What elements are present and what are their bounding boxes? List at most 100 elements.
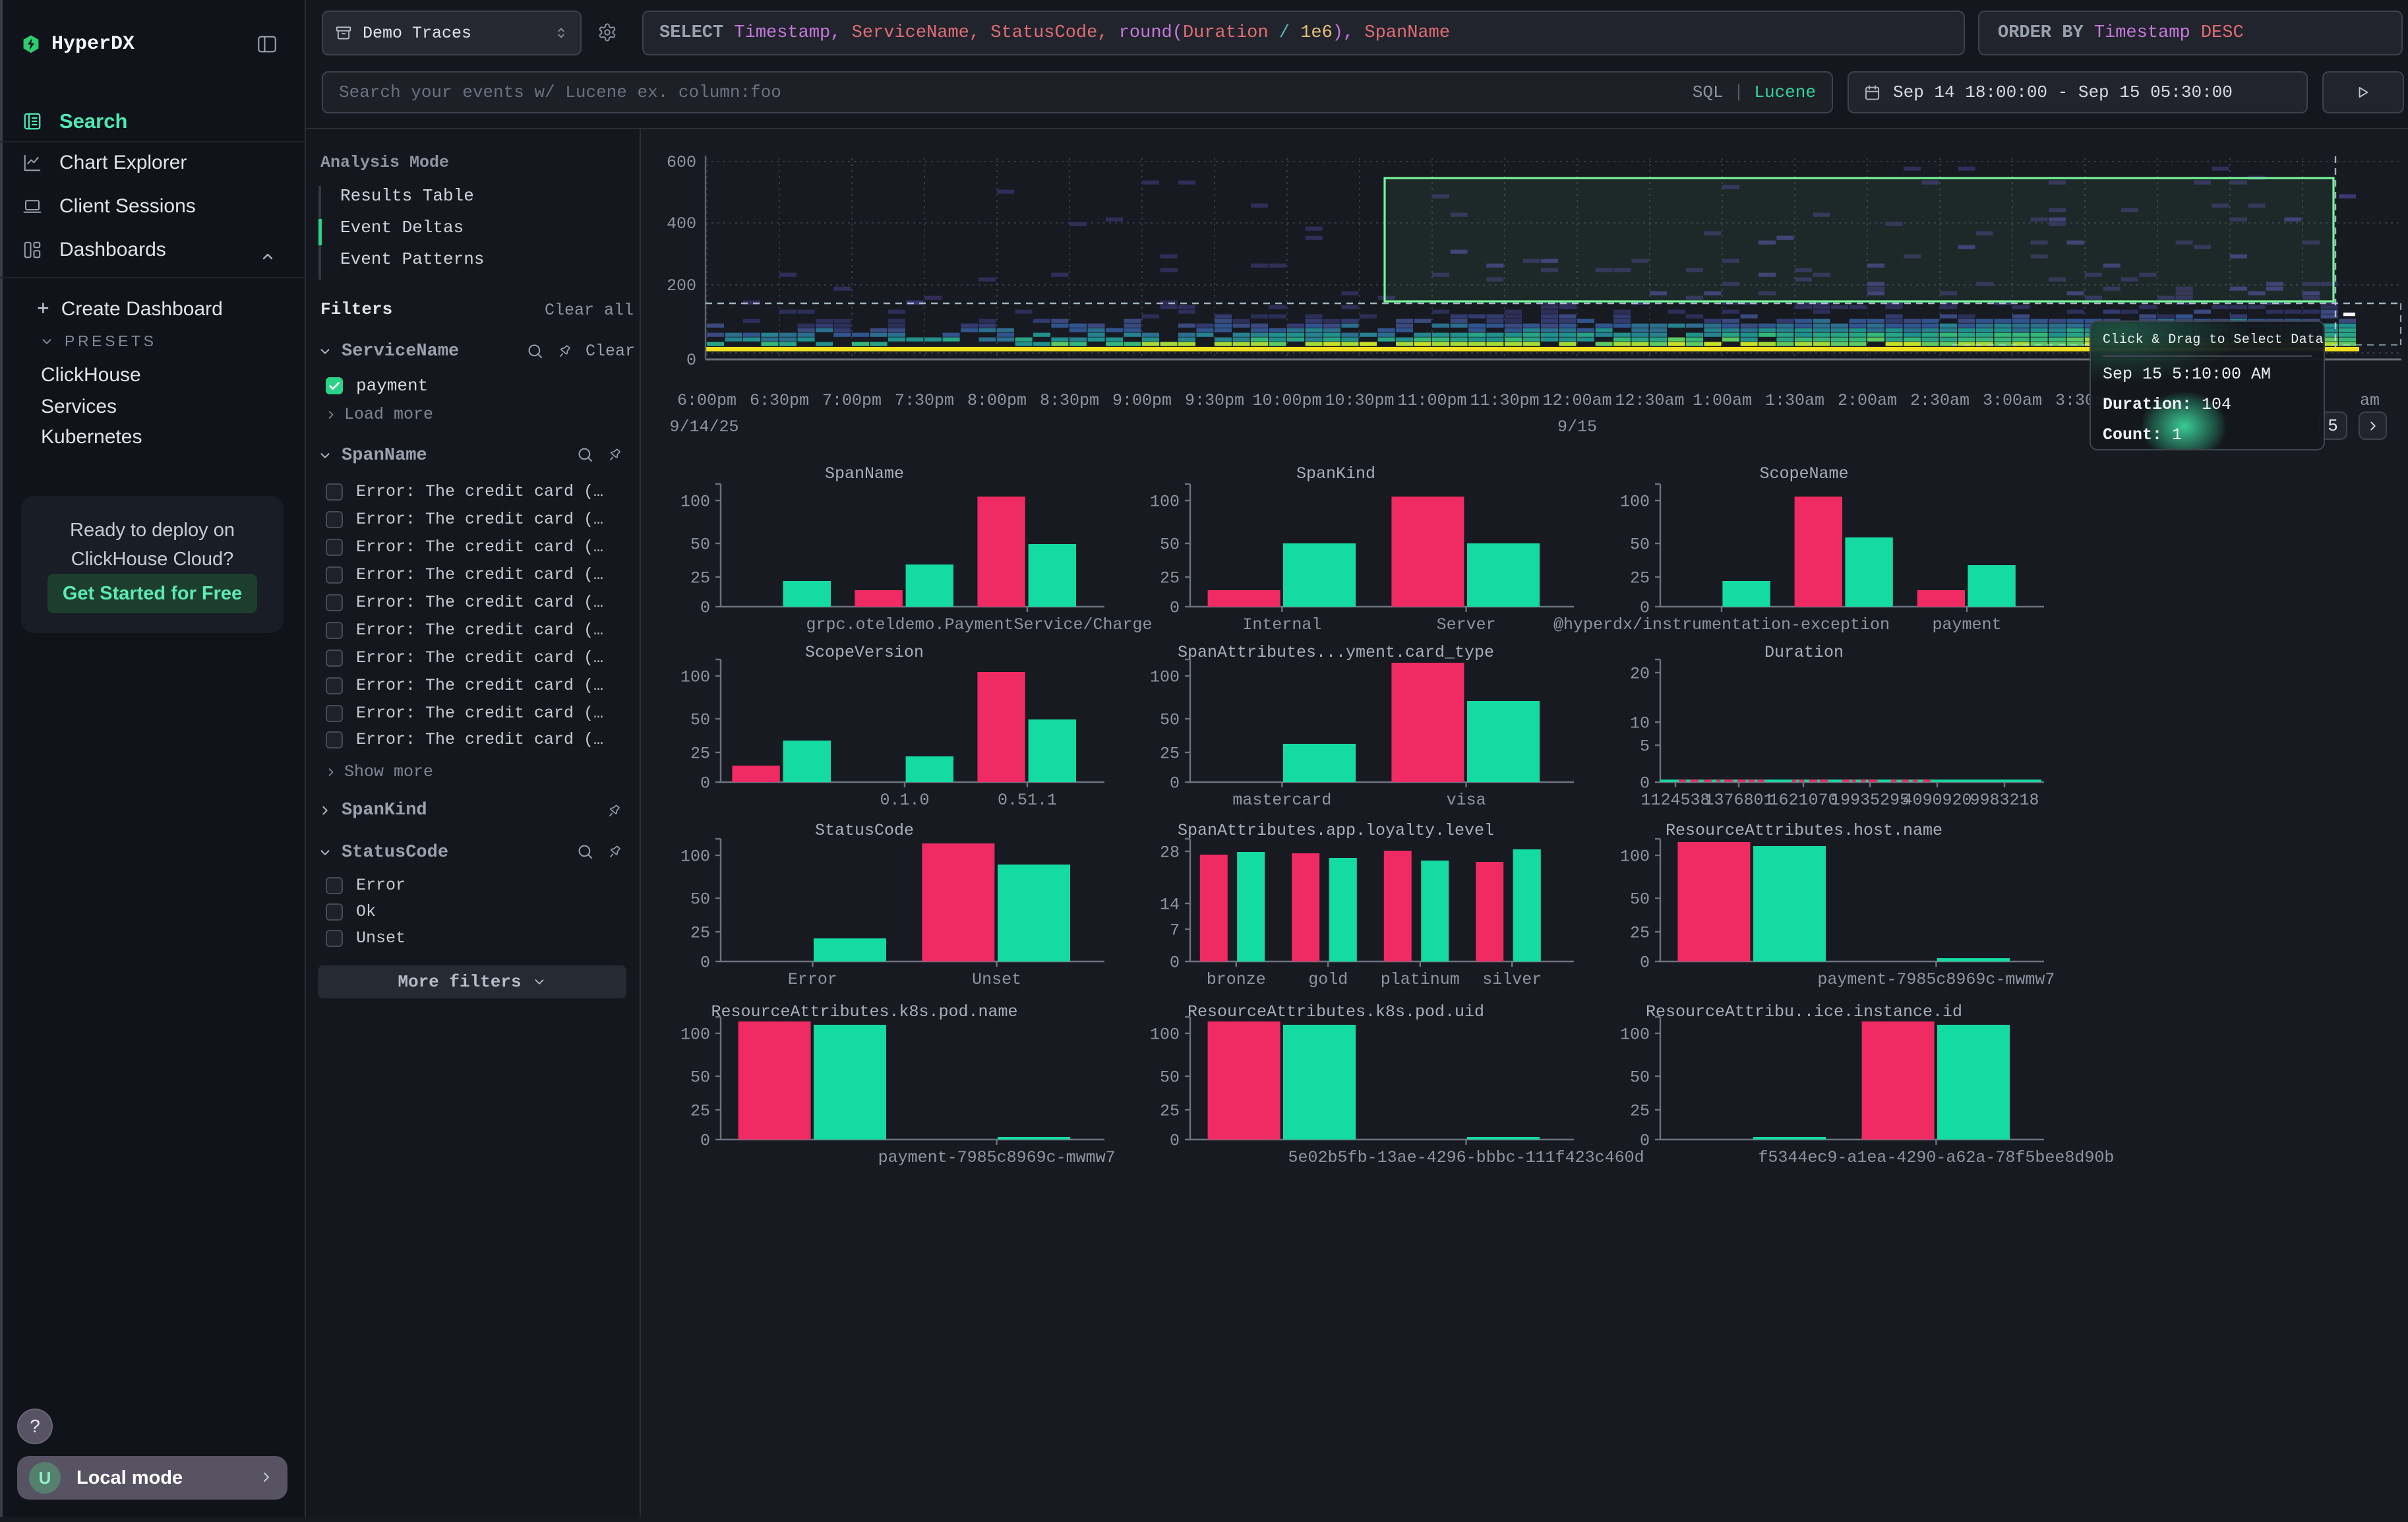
svg-text:19935295: 19935295: [1830, 791, 1910, 810]
svg-text:0: 0: [1640, 953, 1650, 972]
svg-text:mastercard: mastercard: [1232, 791, 1331, 810]
svg-text:7:30pm: 7:30pm: [895, 391, 954, 410]
svg-text:100: 100: [1150, 1025, 1180, 1044]
svg-text:9/15: 9/15: [1557, 417, 1597, 437]
svg-text:100: 100: [1150, 667, 1180, 686]
svg-text:ResourceAttributes.k8s.pod.nam: ResourceAttributes.k8s.pod.name: [711, 1002, 1017, 1021]
svg-text:0: 0: [1170, 1131, 1180, 1150]
svg-text:2:30am: 2:30am: [1910, 391, 1970, 410]
svg-text:SpanKind: SpanKind: [1296, 464, 1375, 483]
svg-text:25: 25: [1160, 744, 1180, 763]
svg-text:Unset: Unset: [972, 970, 1021, 989]
svg-text:1376801: 1376801: [1704, 791, 1773, 810]
svg-text:am: am: [2360, 391, 2380, 410]
svg-text:3:00am: 3:00am: [1983, 391, 2042, 410]
svg-text:gold: gold: [1308, 970, 1348, 989]
svg-text:StatusCode: StatusCode: [815, 821, 914, 840]
svg-text:7:00pm: 7:00pm: [822, 391, 882, 410]
svg-text:25: 25: [690, 568, 710, 588]
svg-text:0: 0: [700, 953, 710, 972]
svg-text:Internal: Internal: [1242, 615, 1321, 634]
svg-text:payment: payment: [1932, 615, 2001, 634]
svg-text:1124538: 1124538: [1640, 791, 1710, 810]
svg-text:9/14/25: 9/14/25: [669, 417, 738, 437]
svg-text:Error: Error: [788, 970, 837, 989]
svg-text:100: 100: [1620, 847, 1650, 866]
svg-text:visa: visa: [1447, 791, 1486, 810]
svg-text:10:30pm: 10:30pm: [1325, 391, 1394, 410]
svg-text:0: 0: [1640, 598, 1650, 617]
svg-text:50: 50: [1630, 890, 1650, 909]
svg-text:100: 100: [680, 1025, 710, 1044]
svg-text:SpanName: SpanName: [825, 464, 904, 483]
svg-text:0: 0: [1640, 774, 1650, 793]
svg-text:25: 25: [1160, 1101, 1180, 1120]
svg-text:6:30pm: 6:30pm: [750, 391, 809, 410]
svg-text:0: 0: [1170, 953, 1180, 972]
svg-text:SpanAttributes...yment.card_ty: SpanAttributes...yment.card_type: [1178, 643, 1494, 662]
svg-text:silver: silver: [1482, 970, 1542, 989]
svg-text:11:30pm: 11:30pm: [1470, 391, 1539, 410]
svg-text:8:30pm: 8:30pm: [1040, 391, 1099, 410]
svg-text:ResourceAttribu..ice.instance.: ResourceAttribu..ice.instance.id: [1646, 1002, 1962, 1021]
svg-text:50: 50: [1630, 535, 1650, 554]
svg-text:100: 100: [1620, 1025, 1650, 1044]
svg-text:100: 100: [680, 492, 710, 511]
svg-text:ResourceAttributes.k8s.pod.uid: ResourceAttributes.k8s.pod.uid: [1188, 1002, 1484, 1021]
svg-text:100: 100: [680, 847, 710, 866]
svg-text:0: 0: [1170, 598, 1180, 617]
svg-text:50: 50: [1160, 535, 1180, 554]
svg-text:25: 25: [690, 1101, 710, 1120]
svg-text:Server: Server: [1437, 615, 1496, 634]
svg-text:bronze: bronze: [1207, 970, 1266, 989]
svg-text:25: 25: [1160, 568, 1180, 588]
svg-text:0: 0: [700, 598, 710, 617]
svg-text:600: 600: [667, 153, 696, 172]
svg-text:5: 5: [1640, 737, 1650, 756]
svg-text:0: 0: [700, 774, 710, 793]
svg-text:SpanAttributes.app.loyalty.lev: SpanAttributes.app.loyalty.level: [1178, 821, 1494, 840]
svg-text:100: 100: [680, 667, 710, 686]
svg-text:50: 50: [690, 710, 710, 729]
svg-text:25: 25: [1630, 568, 1650, 588]
svg-text:0.1.0: 0.1.0: [880, 791, 929, 810]
svg-text:10: 10: [1630, 714, 1650, 733]
svg-text:0: 0: [686, 351, 696, 370]
svg-text:f5344ec9-a1ea-4290-a62a-78f5be: f5344ec9-a1ea-4290-a62a-78f5bee8d90b: [1758, 1148, 2114, 1167]
svg-text:25: 25: [1630, 923, 1650, 942]
svg-text:100: 100: [1620, 492, 1650, 511]
svg-text:ScopeName: ScopeName: [1759, 464, 1848, 483]
svg-text:11:00pm: 11:00pm: [1397, 391, 1466, 410]
svg-text:9:00pm: 9:00pm: [1112, 391, 1172, 410]
svg-text:0: 0: [1640, 1131, 1650, 1150]
svg-text:@hyperdx/instrumentation-excep: @hyperdx/instrumentation-exception: [1553, 615, 1890, 634]
svg-text:6:00pm: 6:00pm: [677, 391, 737, 410]
svg-text:7: 7: [1170, 921, 1180, 940]
svg-text:grpc.oteldemo.PaymentService/C: grpc.oteldemo.PaymentService/Charge: [806, 615, 1152, 634]
svg-text:20: 20: [1630, 664, 1650, 683]
svg-text:12:00am: 12:00am: [1542, 391, 1611, 410]
svg-text:200: 200: [667, 276, 696, 295]
svg-text:ScopeVersion: ScopeVersion: [805, 643, 924, 662]
svg-text:12:30am: 12:30am: [1615, 391, 1684, 410]
svg-text:8:00pm: 8:00pm: [967, 391, 1027, 410]
svg-text:50: 50: [1160, 1068, 1180, 1087]
svg-text:10:00pm: 10:00pm: [1252, 391, 1321, 410]
svg-text:28: 28: [1160, 843, 1180, 862]
svg-text:4090920: 4090920: [1902, 791, 1972, 810]
svg-text:5e02b5fb-13ae-4296-bbbc-111f42: 5e02b5fb-13ae-4296-bbbc-111f423c460d: [1288, 1148, 1644, 1167]
svg-text:ResourceAttributes.host.name: ResourceAttributes.host.name: [1666, 821, 1942, 840]
svg-text:400: 400: [667, 214, 696, 233]
svg-text:50: 50: [690, 1068, 710, 1087]
svg-text:1:30am: 1:30am: [1765, 391, 1824, 410]
svg-text:25: 25: [1630, 1101, 1650, 1120]
svg-text:50: 50: [690, 890, 710, 909]
svg-text:1621070: 1621070: [1768, 791, 1838, 810]
svg-text:25: 25: [690, 744, 710, 763]
svg-text:payment-7985c8969c-mwmw7: payment-7985c8969c-mwmw7: [878, 1148, 1116, 1167]
svg-text:50: 50: [1160, 710, 1180, 729]
svg-text:9:30pm: 9:30pm: [1185, 391, 1244, 410]
svg-text:50: 50: [1630, 1068, 1650, 1087]
svg-text:25: 25: [690, 923, 710, 942]
svg-text:0: 0: [1170, 774, 1180, 793]
